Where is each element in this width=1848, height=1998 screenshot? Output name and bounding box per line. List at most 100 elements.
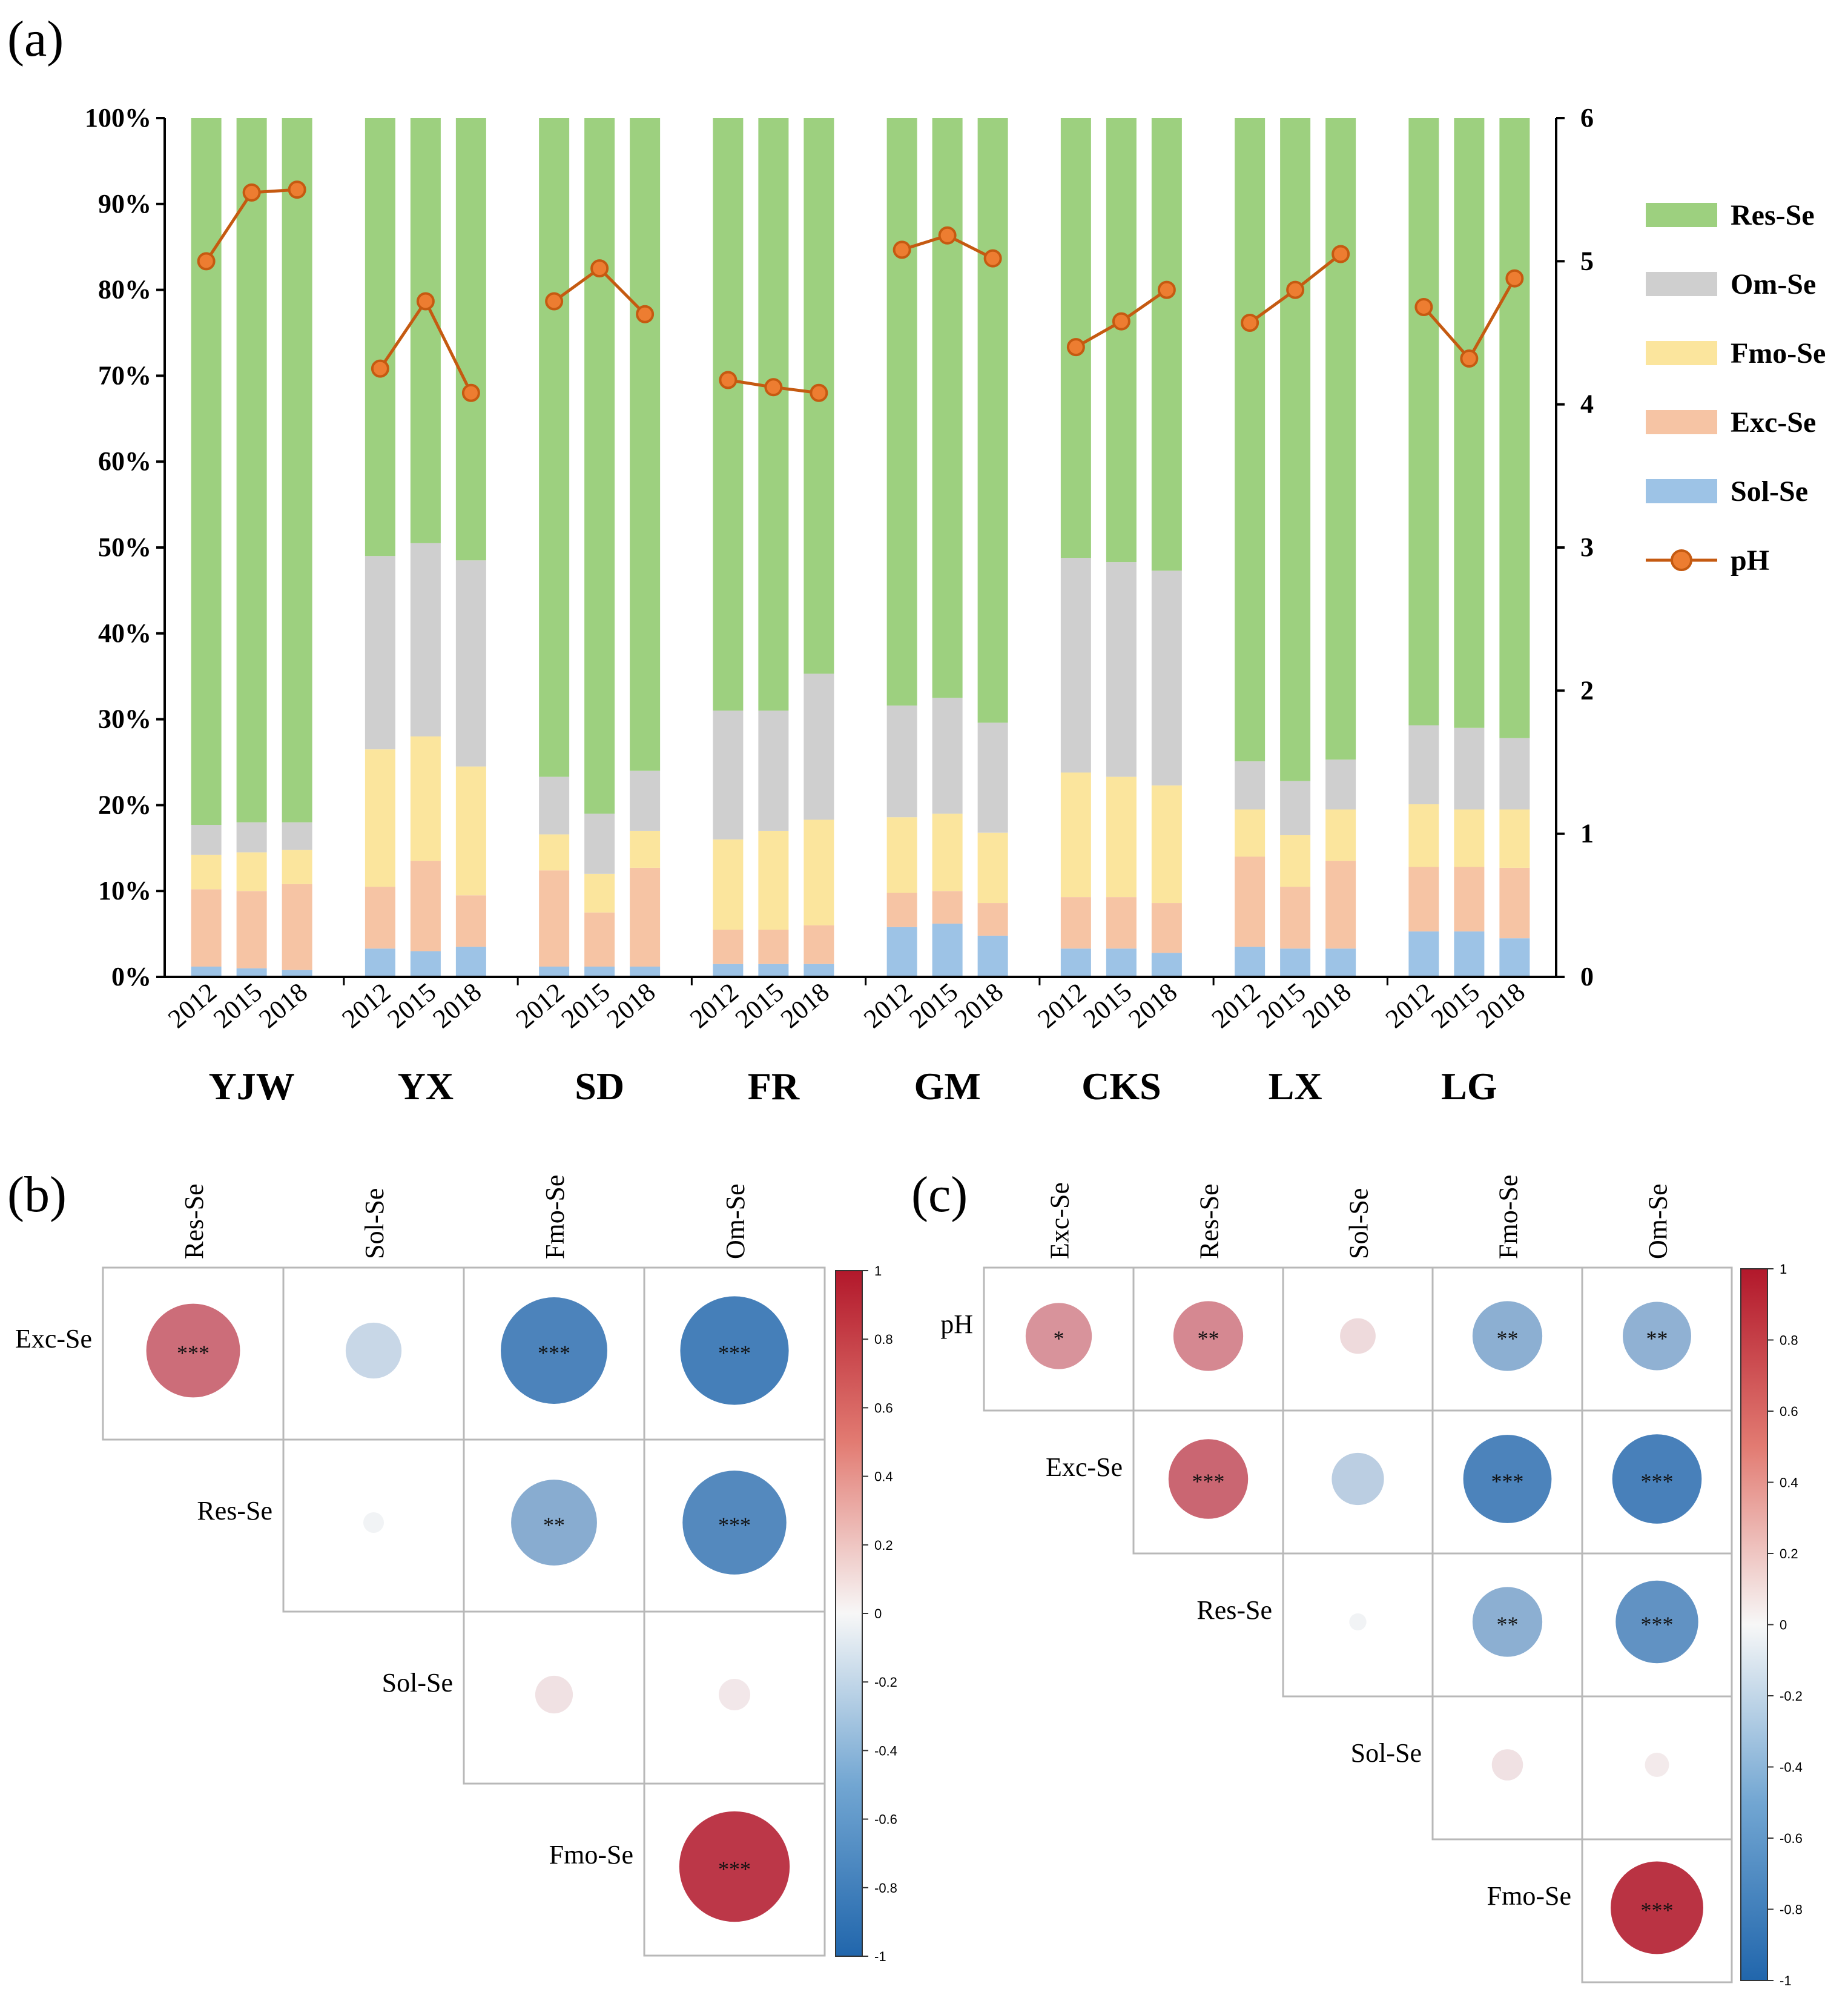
ph-point-GM-2018 <box>983 249 1002 268</box>
ph-point-LG-2018 <box>1505 269 1524 288</box>
year-label-GM-2012: 2012 <box>858 977 918 1034</box>
significance-label: *** <box>1641 1612 1674 1636</box>
corr-circle-Exc-Se-Sol-Se <box>345 1322 402 1379</box>
bar-Exc-Se-FR-2015 <box>758 930 789 964</box>
site-label-YJW: YJW <box>209 1065 295 1108</box>
colorbar-tick-label: 0.4 <box>874 1469 893 1484</box>
corr-circle-Res-Se-Sol-Se <box>363 1512 384 1533</box>
panel-b-label: (b) <box>7 1166 67 1223</box>
year-label-YX-2018: 2018 <box>427 977 487 1034</box>
ph-point-LX-2012 <box>1241 313 1259 332</box>
colorbar-gradient <box>1740 1268 1768 1981</box>
bar-Res-Se-YJW-2015 <box>236 118 267 822</box>
y-tick-label-left: 80% <box>98 275 151 305</box>
corr-circle-pH-Res-Se <box>1173 1301 1244 1371</box>
row-label-Exc-Se: Exc-Se <box>15 1324 92 1354</box>
bar-Fmo-Se-FR-2018 <box>804 819 834 925</box>
ph-point-LG-2015 <box>1460 349 1479 368</box>
bar-Om-Se-LG-2015 <box>1454 727 1485 810</box>
bar-Sol-Se-YX-2012 <box>365 948 395 977</box>
legend-label-pH: pH <box>1731 544 1769 577</box>
column-label-Om-Se: Om-Se <box>1643 1183 1673 1259</box>
y-tick-label-right: 2 <box>1580 675 1594 705</box>
y-tick-label-left: 70% <box>98 360 151 390</box>
bar-Fmo-Se-YX-2018 <box>455 766 486 896</box>
bar-Sol-Se-LG-2018 <box>1499 938 1530 977</box>
corr-circle-Res-Se-Om-Se <box>682 1470 787 1575</box>
colorbar-tick-label: 0.8 <box>1780 1333 1798 1348</box>
corr-circle-pH-Exc-Se <box>1025 1303 1092 1369</box>
colorbar-tick-label: 0 <box>1780 1618 1787 1633</box>
legend-label-Exc-Se: Exc-Se <box>1731 406 1816 438</box>
site-label-GM: GM <box>914 1065 981 1108</box>
bar-Exc-Se-YX-2018 <box>455 895 486 947</box>
year-label-YJW-2015: 2015 <box>208 977 268 1034</box>
bar-Fmo-Se-GM-2018 <box>977 832 1008 904</box>
site-group-GM <box>886 118 1008 977</box>
bar-Res-Se-YX-2015 <box>410 118 441 543</box>
colorbar-tick-label: -0.2 <box>874 1675 897 1690</box>
bar-Res-Se-LX-2015 <box>1280 118 1311 781</box>
colorbar-tick-label: -0.6 <box>1780 1831 1803 1846</box>
y-tick-label-right: 0 <box>1580 962 1594 991</box>
column-label-Exc-Se: Exc-Se <box>1045 1182 1075 1259</box>
colorbar-tick-label: -0.8 <box>1780 1902 1803 1917</box>
significance-label: * <box>1054 1326 1064 1351</box>
ph-point-LG-2012 <box>1414 297 1433 316</box>
colorbar-tick-label: 0.8 <box>874 1332 893 1347</box>
colorbar-c: 1 0.8 0.6 0.4 0.2 0 -0.2 -0.4 -0.6 -0.8 -1 <box>1740 1262 1803 1988</box>
bar-Exc-Se-CKS-2018 <box>1151 903 1182 953</box>
ph-point-YJW-2015 <box>242 183 261 202</box>
column-label-Res-Se: Res-Se <box>1195 1183 1224 1259</box>
row-label-Sol-Se: Sol-Se <box>382 1668 453 1698</box>
row-label-Fmo-Se: Fmo-Se <box>1487 1881 1571 1911</box>
bar-Fmo-Se-FR-2015 <box>758 830 789 930</box>
corr-circle-Res-Se-Fmo-Se <box>1472 1587 1543 1657</box>
bar-Res-Se-GM-2015 <box>932 118 963 698</box>
bar-Res-Se-CKS-2015 <box>1106 118 1137 563</box>
site-label-SD: SD <box>575 1065 624 1108</box>
bar-Sol-Se-YJW-2012 <box>191 966 222 977</box>
matrix-cell-frame <box>643 1782 826 1957</box>
bar-Fmo-Se-YJW-2012 <box>191 855 222 890</box>
bar-Exc-Se-YX-2012 <box>365 887 395 949</box>
legend-label-Res-Se: Res-Se <box>1731 199 1815 231</box>
site-label-YX: YX <box>398 1065 454 1108</box>
bar-Om-Se-GM-2018 <box>977 723 1008 833</box>
y-tick-label-left: 0% <box>111 962 151 991</box>
y-tick-label-left: 10% <box>98 876 151 905</box>
bar-Exc-Se-LG-2012 <box>1408 867 1439 931</box>
bar-Exc-Se-CKS-2012 <box>1060 897 1091 949</box>
correlation-matrix-b: Res-Se Sol-Se Fmo-Se Om-Se Exc-Se *** *** *** Re… <box>15 1175 826 1957</box>
bar-Om-Se-FR-2018 <box>804 673 834 820</box>
colorbar-tick-label: -0.8 <box>874 1881 897 1896</box>
row-label-Fmo-Se: Fmo-Se <box>549 1840 633 1870</box>
bar-Res-Se-LG-2018 <box>1499 118 1530 738</box>
corr-circle-Sol-Se-Om-Se <box>1645 1753 1669 1777</box>
corr-circle-pH-Sol-Se <box>1340 1318 1376 1354</box>
bar-Res-Se-GM-2018 <box>977 118 1008 723</box>
colorbar-tick-label: -0.4 <box>874 1743 897 1758</box>
y-tick-label-left: 50% <box>98 532 151 562</box>
corr-circle-Res-Se-Fmo-Se <box>511 1480 597 1566</box>
bar-Sol-Se-YJW-2015 <box>236 968 267 977</box>
colorbar-gradient <box>835 1270 863 1957</box>
year-label-FR-2015: 2015 <box>730 977 790 1034</box>
bar-Om-Se-YJW-2018 <box>282 822 312 850</box>
bar-Sol-Se-LG-2015 <box>1454 931 1485 977</box>
bar-Fmo-Se-LG-2018 <box>1499 809 1530 868</box>
bar-Fmo-Se-CKS-2015 <box>1106 776 1137 898</box>
year-label-LG-2015: 2015 <box>1425 977 1485 1034</box>
significance-label: ** <box>1497 1326 1519 1351</box>
colorbar-tick-label: 0.2 <box>874 1538 893 1553</box>
bar-Exc-Se-YJW-2018 <box>282 884 312 970</box>
site-group-SD <box>539 118 661 977</box>
bar-Om-Se-SD-2015 <box>584 813 615 874</box>
colorbar-tick-label: 0.4 <box>1780 1475 1798 1490</box>
ph-point-CKS-2012 <box>1066 338 1085 357</box>
bar-Sol-Se-CKS-2012 <box>1060 948 1091 977</box>
year-label-CKS-2018: 2018 <box>1123 977 1183 1034</box>
bar-Fmo-Se-YX-2015 <box>410 736 441 861</box>
